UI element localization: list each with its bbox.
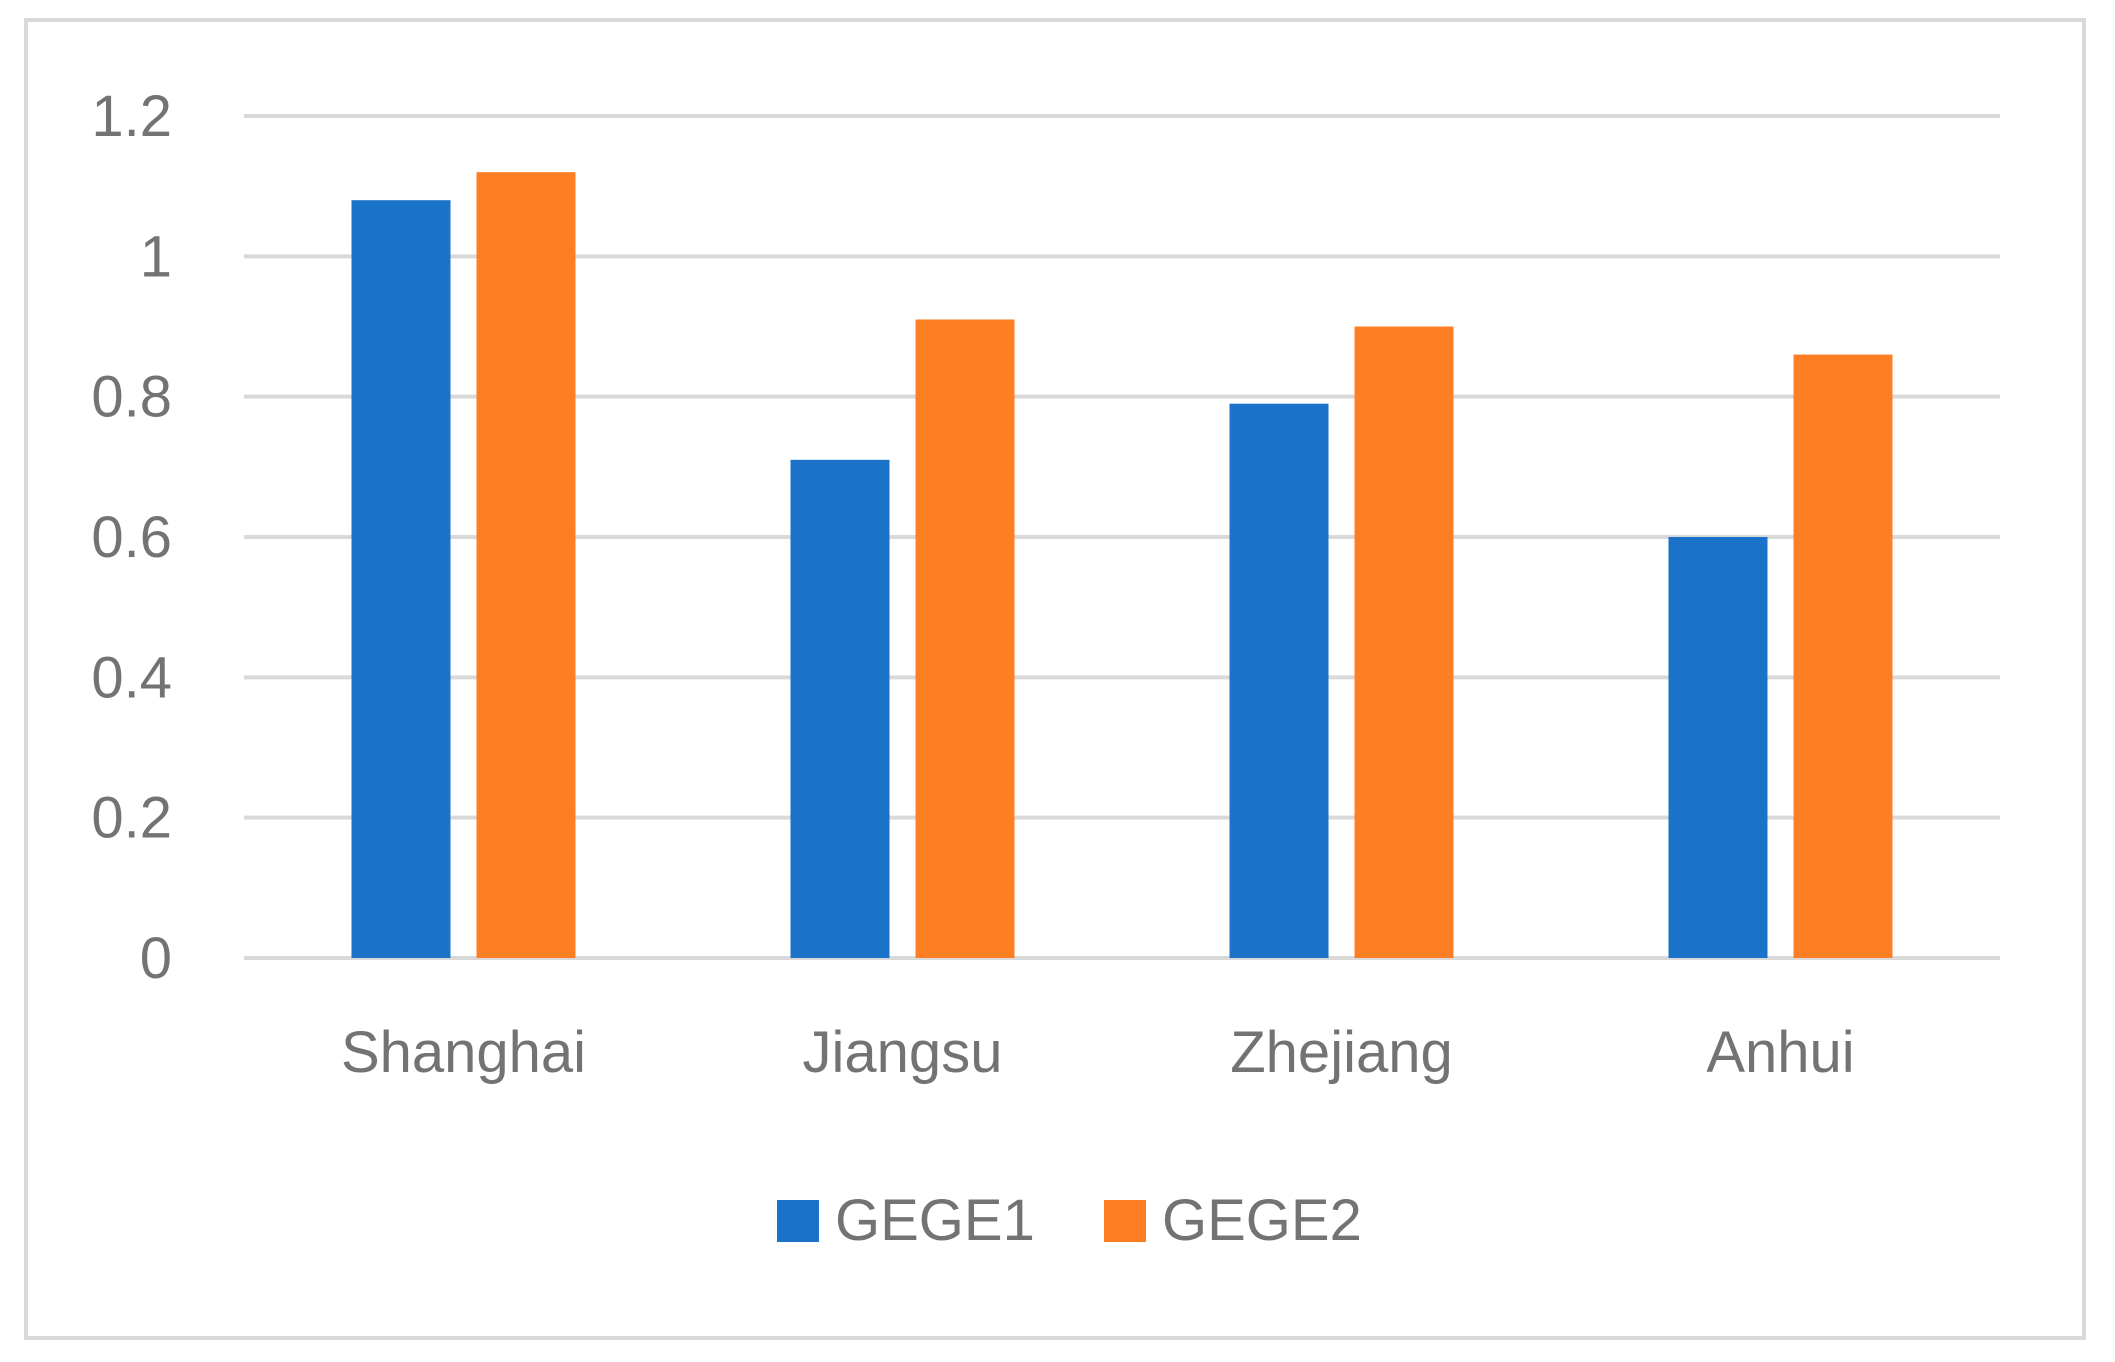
bar-gege2-zhejiang xyxy=(1354,326,1454,958)
bars xyxy=(351,172,1893,959)
legend-item: GEGE1 xyxy=(777,1188,1035,1253)
x-tick-label: Anhui xyxy=(1706,1020,1854,1085)
legend: GEGE1 GEGE2 xyxy=(777,1188,1362,1253)
bar-gege1-anhui xyxy=(1668,537,1768,958)
bar-gege2-shanghai xyxy=(476,172,576,959)
y-tick-label: 1.2 xyxy=(91,84,172,149)
bar-gege2-anhui xyxy=(1793,354,1893,959)
x-tick-label: Zhejiang xyxy=(1230,1020,1452,1085)
y-tick-label: 0 xyxy=(140,926,172,991)
y-tick-label: 0.4 xyxy=(91,645,172,710)
legend-swatch xyxy=(1104,1200,1146,1242)
bar-gege1-zhejiang xyxy=(1229,403,1329,958)
legend-label: GEGE1 xyxy=(835,1188,1035,1253)
y-tick-label: 0.6 xyxy=(91,505,172,570)
bar-gege2-jiangsu xyxy=(915,319,1015,958)
legend-label: GEGE2 xyxy=(1162,1188,1362,1253)
y-tick-label: 0.2 xyxy=(91,786,172,851)
y-tick-label: 1 xyxy=(140,224,172,289)
legend-swatch xyxy=(777,1200,819,1242)
bar-gege1-shanghai xyxy=(351,200,451,958)
y-axis-ticks: 0 0.2 0.4 0.6 0.8 1 1.2 xyxy=(91,84,172,991)
x-tick-label: Shanghai xyxy=(341,1020,586,1085)
x-tick-label: Jiangsu xyxy=(803,1020,1003,1085)
y-tick-label: 0.8 xyxy=(91,365,172,430)
bar-gege1-jiangsu xyxy=(790,459,890,958)
x-axis-ticks: Shanghai Jiangsu Zhejiang Anhui xyxy=(341,1020,1855,1085)
legend-item: GEGE2 xyxy=(1104,1188,1362,1253)
